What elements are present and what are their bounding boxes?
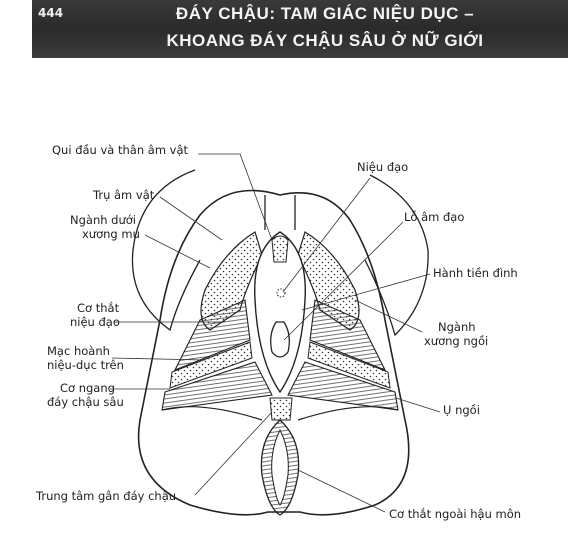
label-mac-hoanh-1: Mạc hoành: [47, 344, 110, 358]
label-nganh-duoi-1: Ngành dưới: [70, 213, 137, 227]
leader-mac-hoanh: [111, 357, 206, 361]
right-deep-transverse: [287, 361, 399, 411]
header-bar: 444 ĐÁY CHẬU: TAM GIÁC NIỆU DỤC – KHOANG…: [32, 0, 568, 58]
label-co-ngang-1: Cơ ngang: [60, 381, 115, 395]
label-lo-am-dao: Lỗ âm đạo: [404, 210, 465, 224]
right-sphincter: [309, 299, 387, 372]
label-mac-hoanh-2: niệu-dục trên: [47, 358, 124, 372]
left-membrane-dots: [169, 341, 253, 389]
leader-tru-am-vat: [159, 196, 223, 241]
leader-nganh-duoi: [144, 234, 211, 269]
pubic-symphysis: [264, 195, 296, 230]
label-u-ngoi: Ụ ngồi: [443, 403, 480, 417]
leader-nieu-dao: [282, 177, 371, 293]
label-co-that-1: Cơ thắt: [77, 301, 120, 315]
leader-lo-am-dao: [283, 221, 404, 341]
leader-co-that-ngoai: [297, 469, 386, 513]
right-membrane-dots: [307, 341, 391, 389]
page-title-line-2: KHOANG ĐÁY CHẬU SÂU Ở NỮ GIỚI: [166, 31, 484, 50]
label-nganh-duoi-2: xương mu: [82, 227, 140, 241]
label-co-ngang-2: đáy chậu sâu: [47, 395, 124, 409]
clitoris: [271, 235, 289, 263]
left-deep-transverse: [161, 361, 273, 411]
page-title-line-1: ĐÁY CHẬU: TAM GIÁC NIỆU DỤC –: [175, 4, 475, 23]
gluteal-line-right: [297, 406, 399, 421]
page-number: 444: [38, 6, 64, 20]
label-tru-am-vat: Trụ âm vật: [93, 188, 155, 202]
leader-qui-dau: [198, 153, 273, 241]
label-hanh-tien-dinh: Hành tiền đình: [433, 266, 518, 280]
label-nganh-xuong-ngoi-1: Ngành: [438, 320, 476, 334]
right-thigh-outline: [364, 174, 429, 337]
left-thigh-outline: [131, 169, 201, 332]
anal-canal: [271, 428, 289, 506]
left-ramus: [200, 231, 263, 331]
leader-hanh-tien-dinh: [301, 273, 431, 311]
vestibule: [254, 231, 306, 394]
label-trung-tam-gan: Trung tâm gân đáy chậu: [36, 489, 177, 503]
label-qui-dau: Qui đầu và thân âm vật: [52, 143, 189, 157]
label-co-that-ngoai: Cơ thắt ngoài hậu môn: [389, 507, 522, 521]
perineal-body: [269, 397, 293, 421]
gluteal-line-left: [161, 406, 263, 421]
label-nganh-xuong-ngoi-2: xương ngồi: [424, 334, 489, 348]
urethral-orifice: [276, 288, 286, 298]
label-co-that-2: niệu đạo: [70, 315, 120, 329]
right-ramus: [297, 231, 360, 331]
leader-u-ngoi: [395, 397, 441, 413]
vaginal-orifice: [270, 321, 290, 358]
label-nieu-dao: Niệu đạo: [357, 160, 409, 174]
left-sphincter-urethrae: [173, 299, 251, 372]
leader-trung-tam-gan: [194, 411, 273, 496]
leader-nganh-xuong-ngoi: [354, 299, 423, 333]
